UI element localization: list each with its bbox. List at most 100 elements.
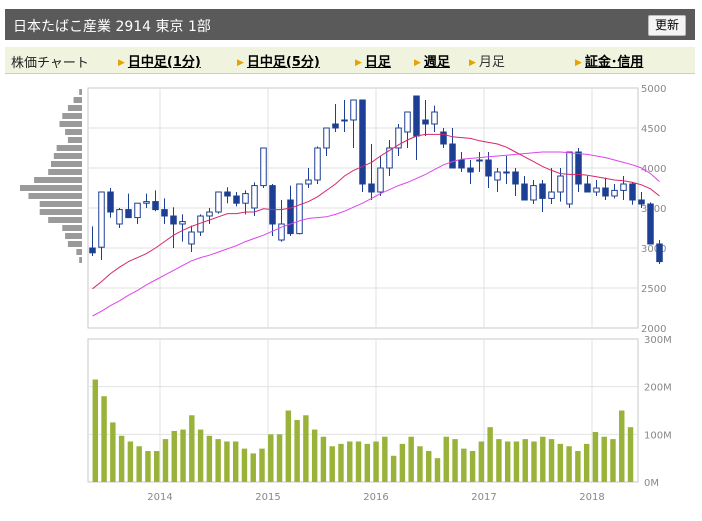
candle <box>656 243 663 263</box>
candle <box>566 151 573 205</box>
arrow-icon: ▶ <box>118 58 125 68</box>
volume-bar <box>215 439 221 482</box>
volume-bar <box>162 439 169 482</box>
volume-bar <box>101 396 107 482</box>
price-tick-label: 5000 <box>641 84 666 95</box>
price-profile-bar <box>62 225 82 231</box>
volume-bar <box>399 443 406 482</box>
tab-label: 証金･信用 <box>584 55 644 70</box>
candle <box>530 185 537 201</box>
ma-short-line <box>92 133 660 290</box>
tab-intraday-5min[interactable]: ▶ 日中足(5分) <box>237 51 320 70</box>
price-profile-bar <box>65 129 82 135</box>
volume-bar <box>232 441 239 482</box>
price-profile-bar <box>67 105 82 111</box>
volume-bar <box>583 443 590 482</box>
stock-title: 日本たばこ産業 2914 東京 1部 <box>13 19 211 35</box>
candle <box>305 179 312 185</box>
candle <box>233 195 240 204</box>
candle <box>206 211 213 217</box>
volume-bar <box>224 441 230 482</box>
volume-bar <box>180 429 186 482</box>
volume-bar <box>276 434 283 482</box>
candle <box>287 199 294 235</box>
volume-bar <box>153 451 160 482</box>
candle <box>548 191 555 199</box>
price-profile-bar <box>28 193 83 199</box>
refresh-button[interactable]: 更新 <box>647 15 686 36</box>
candle <box>125 209 132 219</box>
price-profile-bar <box>67 137 82 143</box>
candle <box>224 191 231 197</box>
candle <box>647 203 654 245</box>
price-profile-bar <box>39 201 82 207</box>
x-tick-label: 2018 <box>579 492 604 503</box>
tab-label: 月足 <box>478 55 505 70</box>
price-profile-bar <box>39 209 82 215</box>
volume-panel-frame <box>87 338 639 483</box>
price-profile-bar <box>79 89 82 95</box>
tab-daily[interactable]: ▶ 日足 <box>355 51 391 70</box>
arrow-icon: ▶ <box>237 58 244 68</box>
volume-bar <box>145 451 151 482</box>
candle <box>584 183 591 193</box>
volume-bar <box>127 441 134 482</box>
candle <box>620 183 627 191</box>
candle <box>215 191 222 213</box>
candle <box>341 119 348 122</box>
volume-bar <box>478 441 485 482</box>
volume-bar <box>373 441 379 482</box>
volume-bar <box>189 415 195 482</box>
candle <box>161 209 168 217</box>
tab-intraday-1min[interactable]: ▶ 日中足(1分) <box>118 51 201 70</box>
volume-bar <box>548 439 555 482</box>
volume-bar <box>320 436 327 482</box>
volume-bar <box>382 436 388 482</box>
candle <box>485 159 492 177</box>
price-profile-bar <box>76 249 82 255</box>
candle <box>395 127 402 149</box>
candle <box>440 131 447 145</box>
title-bar: 日本たばこ産業 2914 東京 1部 更新 <box>5 9 695 40</box>
volume-bar <box>540 436 546 482</box>
candle <box>539 183 546 199</box>
candle <box>98 191 105 248</box>
volume-bar <box>241 448 248 482</box>
price-profile-bar <box>51 161 82 167</box>
candle <box>476 159 483 162</box>
volume-bar <box>110 422 116 482</box>
candle <box>503 171 510 174</box>
tab-monthly: ▶ 月足 <box>469 51 505 70</box>
volume-bar <box>487 427 493 482</box>
tab-weekly[interactable]: ▶ 週足 <box>414 51 450 70</box>
volume-bar <box>461 448 467 482</box>
x-tick-label: 2015 <box>255 492 280 503</box>
tab-margin[interactable]: ▶ 証金･信用 <box>575 51 643 70</box>
candle <box>458 159 465 169</box>
volume-tick-label: 0M <box>644 478 659 489</box>
candle <box>134 202 141 219</box>
tab-label: 日中足(5分) <box>246 55 320 70</box>
candle <box>467 167 474 173</box>
price-profile-bar <box>48 217 82 223</box>
arrow-icon: ▶ <box>414 58 421 68</box>
candle <box>170 215 177 225</box>
candle <box>332 123 339 129</box>
candle <box>323 127 330 149</box>
candle <box>251 185 258 209</box>
price-profile-bar <box>34 177 82 183</box>
x-tick-label: 2014 <box>147 492 172 503</box>
volume-tick-label: 100M <box>644 430 672 441</box>
candle <box>296 183 303 235</box>
volume-bar <box>206 435 213 482</box>
volume-bar <box>259 448 265 482</box>
volume-bar <box>171 430 177 482</box>
volume-bar <box>592 431 599 482</box>
chart-nav: 株価チャート ▶ 日中足(1分) ▶ 日中足(5分) ▶ 日足 ▶ 週足 ▶ 月足 ▶ 証金… <box>5 47 695 74</box>
candle <box>242 193 249 204</box>
candle <box>179 221 186 225</box>
price-tick-label: 2500 <box>641 284 666 295</box>
volume-bar <box>303 415 309 482</box>
candle <box>359 99 366 185</box>
